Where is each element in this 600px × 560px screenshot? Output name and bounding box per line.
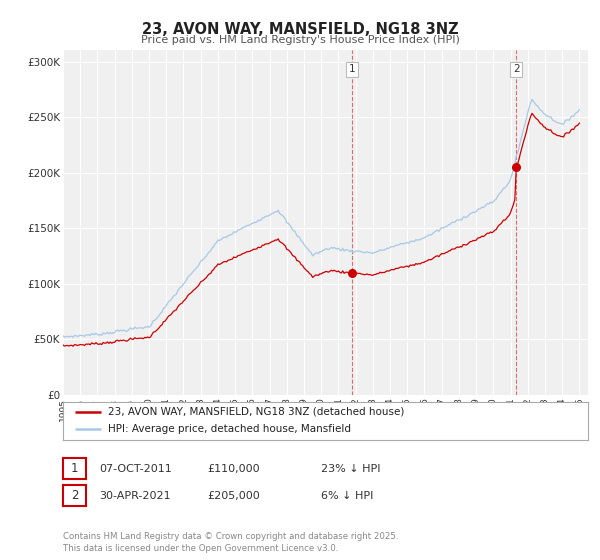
Text: 1: 1 (349, 64, 355, 74)
Text: 30-APR-2021: 30-APR-2021 (99, 491, 170, 501)
Text: 07-OCT-2011: 07-OCT-2011 (99, 464, 172, 474)
Text: 23, AVON WAY, MANSFIELD, NG18 3NZ: 23, AVON WAY, MANSFIELD, NG18 3NZ (142, 22, 458, 38)
Text: 2: 2 (71, 489, 78, 502)
Text: HPI: Average price, detached house, Mansfield: HPI: Average price, detached house, Mans… (107, 424, 350, 435)
Text: 23% ↓ HPI: 23% ↓ HPI (321, 464, 380, 474)
Text: £205,000: £205,000 (207, 491, 260, 501)
Text: 23, AVON WAY, MANSFIELD, NG18 3NZ (detached house): 23, AVON WAY, MANSFIELD, NG18 3NZ (detac… (107, 407, 404, 417)
Text: 6% ↓ HPI: 6% ↓ HPI (321, 491, 373, 501)
Text: 1: 1 (71, 462, 78, 475)
Text: £110,000: £110,000 (207, 464, 260, 474)
Text: 2: 2 (513, 64, 520, 74)
Text: Contains HM Land Registry data © Crown copyright and database right 2025.
This d: Contains HM Land Registry data © Crown c… (63, 532, 398, 553)
Text: Price paid vs. HM Land Registry's House Price Index (HPI): Price paid vs. HM Land Registry's House … (140, 35, 460, 45)
